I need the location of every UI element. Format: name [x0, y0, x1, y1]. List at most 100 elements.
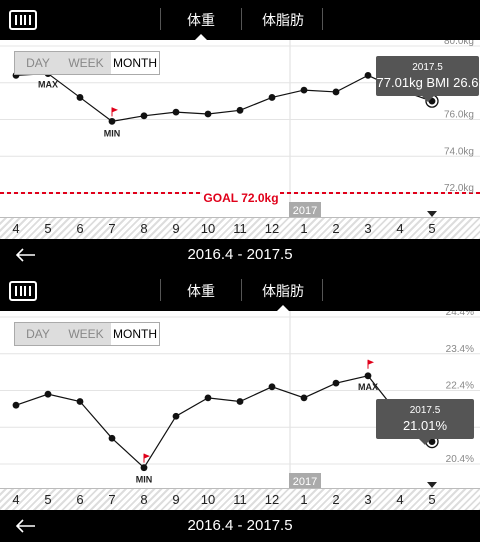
period-selector: DAY WEEK MONTH	[14, 51, 160, 75]
max-label: MAX	[38, 80, 58, 90]
tab-weight[interactable]: 体重	[187, 283, 215, 299]
tab-bar: 体重 体脂肪	[0, 271, 480, 311]
y-tick-label: 24.4%	[446, 311, 474, 318]
data-point[interactable]	[44, 390, 52, 398]
active-tab-indicator	[277, 305, 289, 311]
data-point[interactable]	[76, 94, 84, 101]
month-axis[interactable]: 4 5 6 7 8 9 10 11 12 1 2 3 4 5	[0, 482, 480, 510]
month-label: 5	[428, 492, 436, 507]
data-point[interactable]	[332, 88, 340, 96]
data-point[interactable]	[140, 464, 148, 472]
month-label: 1	[300, 492, 308, 507]
month-label: 9	[172, 492, 180, 507]
data-point[interactable]	[300, 394, 308, 402]
scale-logo-icon[interactable]	[9, 281, 37, 301]
year-label: 2017	[293, 205, 317, 217]
min-label: MIN	[104, 128, 121, 138]
period-day-button[interactable]: DAY	[26, 56, 50, 70]
month-label: 4	[12, 221, 20, 236]
data-point[interactable]	[108, 117, 116, 125]
data-point[interactable]	[332, 379, 340, 387]
body-fat-series-line	[15, 375, 433, 469]
y-tick-label: 76.0kg	[444, 110, 474, 121]
flag-icon	[144, 453, 150, 459]
month-label: 11	[233, 492, 247, 507]
scale-logo-icon[interactable]	[9, 10, 37, 30]
tab-divider	[322, 279, 323, 301]
y-tick-label: 23.4%	[446, 344, 474, 355]
tooltip-date: 2017.5	[409, 405, 441, 416]
month-label: 12	[264, 221, 280, 236]
month-label: 8	[140, 492, 148, 507]
weight-series-line	[15, 72, 433, 122]
date-range: 2016.4 - 2017.5	[187, 246, 293, 263]
data-point[interactable]	[172, 108, 180, 116]
month-label: 12	[264, 492, 280, 507]
month-label: 2	[332, 492, 340, 507]
data-point[interactable]	[204, 394, 212, 402]
month-label: 11	[233, 221, 247, 236]
tab-divider	[322, 8, 323, 30]
data-point[interactable]	[204, 110, 212, 118]
data-point[interactable]	[364, 372, 372, 380]
month-label: 4	[396, 492, 404, 507]
y-tick-label: 20.4%	[446, 454, 474, 465]
back-arrow-icon[interactable]	[16, 248, 36, 262]
data-point[interactable]	[364, 72, 372, 79]
data-point[interactable]	[236, 106, 244, 114]
active-tab-indicator	[195, 34, 207, 40]
selected-month-marker	[427, 482, 437, 488]
data-point[interactable]	[268, 383, 276, 391]
period-month-button[interactable]: MONTH	[111, 323, 159, 345]
period-month-button[interactable]: MONTH	[111, 52, 159, 74]
year-badge	[289, 202, 321, 217]
data-point[interactable]	[140, 112, 148, 120]
back-arrow-icon[interactable]	[16, 519, 36, 533]
tab-body-fat[interactable]: 体脂肪	[262, 12, 304, 28]
footer-bar: 2016.4 - 2017.5	[0, 239, 480, 271]
period-week-button[interactable]: WEEK	[68, 56, 104, 70]
tab-divider	[160, 279, 161, 301]
month-label: 1	[300, 221, 308, 236]
month-axis[interactable]: 4 5 6 7 8 9 10 11 12 1 2 3 4 5	[0, 211, 480, 239]
goal-label: GOAL 72.0kg	[203, 191, 278, 205]
period-week-button[interactable]: WEEK	[68, 327, 104, 341]
data-point[interactable]	[12, 401, 20, 409]
data-point[interactable]	[76, 398, 84, 405]
month-label: 5	[44, 492, 52, 507]
value-tooltip: 2017.5 77.01kg BMI 26.6	[376, 56, 479, 102]
goal-label-bg	[202, 191, 280, 205]
value-tooltip: 2017.5 21.01%	[376, 399, 474, 445]
month-label: 5	[44, 221, 52, 236]
year-label: 2017	[293, 476, 317, 488]
tab-divider	[241, 8, 242, 30]
data-point[interactable]	[172, 412, 180, 420]
data-point[interactable]	[108, 434, 116, 442]
tooltip-value: 77.01kg BMI 26.6	[376, 75, 479, 90]
month-label: 3	[364, 221, 372, 236]
footer-bar: 2016.4 - 2017.5	[0, 510, 480, 542]
month-label: 10	[200, 492, 216, 507]
tab-body-fat[interactable]: 体脂肪	[262, 283, 304, 299]
month-label: 8	[140, 221, 148, 236]
selected-month-marker	[427, 211, 437, 217]
tooltip-arrow	[421, 96, 434, 102]
data-point[interactable]	[268, 94, 276, 101]
month-label: 6	[76, 221, 84, 236]
max-label: MAX	[358, 382, 378, 392]
y-tick-label: 80.0kg	[444, 40, 474, 47]
month-label: 5	[428, 221, 436, 236]
month-label: 9	[172, 221, 180, 236]
data-point[interactable]	[300, 86, 308, 94]
min-label: MIN	[136, 475, 153, 485]
data-point[interactable]	[236, 398, 244, 405]
tab-weight[interactable]: 体重	[187, 12, 215, 28]
period-day-button[interactable]: DAY	[26, 327, 50, 341]
month-label: 4	[12, 492, 20, 507]
